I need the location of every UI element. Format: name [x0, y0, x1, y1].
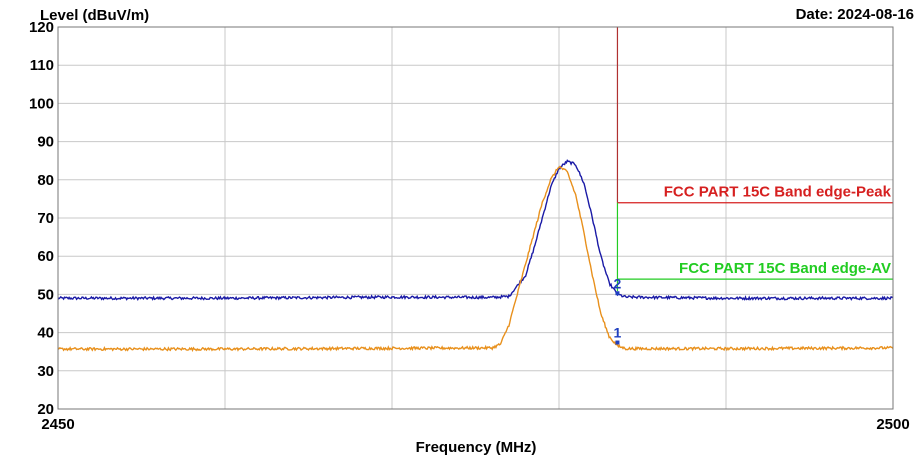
limit-lines: FCC PART 15C Band edge-Peak FCC PART 15C …	[616, 27, 893, 292]
x-tick-label: 2450	[41, 416, 74, 433]
series-traces	[57, 159, 894, 353]
series-trace-average_trace	[57, 165, 894, 353]
marker-label: 1	[614, 325, 622, 341]
y-tick-label: 100	[29, 95, 54, 112]
x-tick-labels: 2450 2500	[41, 416, 909, 433]
date-label: Date: 2024-08-16	[796, 6, 914, 23]
grid	[58, 26, 893, 410]
series-trace-peak_trace	[57, 159, 894, 301]
y-tick-label: 20	[37, 401, 54, 418]
y-tick-label: 60	[37, 248, 54, 265]
markers: 12	[614, 275, 622, 345]
y-tick-label: 90	[37, 134, 54, 151]
y-tick-label: 30	[37, 363, 54, 380]
y-tick-labels: 20 30 40 50 60 70 80 90 100 110 120	[29, 19, 54, 418]
x-axis-title: Frequency (MHz)	[416, 439, 537, 456]
plot-frame	[57, 26, 894, 410]
y-tick-label: 80	[37, 172, 54, 189]
y-tick-label: 40	[37, 325, 54, 342]
marker-point	[615, 291, 620, 296]
y-tick-label: 120	[29, 19, 54, 36]
y-tick-label: 70	[37, 210, 54, 227]
y-axis-title: Level (dBuV/m)	[40, 7, 149, 24]
y-tick-label: 110	[30, 57, 54, 74]
x-tick-label: 2500	[876, 416, 909, 433]
marker-label: 2	[614, 275, 622, 291]
limit-label: FCC PART 15C Band edge-Peak	[664, 184, 892, 201]
y-tick-label: 50	[37, 286, 54, 303]
limit-label: FCC PART 15C Band edge-AV	[679, 260, 891, 277]
marker-point	[615, 340, 620, 345]
